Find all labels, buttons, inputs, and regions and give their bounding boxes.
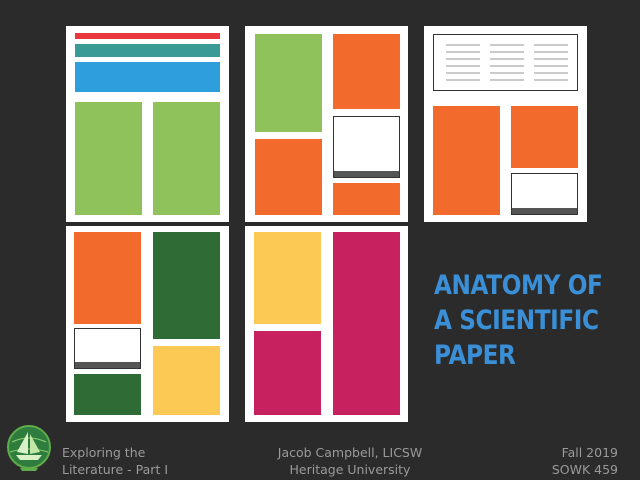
slide-title-line-2: A SCIENTIFIC bbox=[434, 305, 599, 336]
dark-green-block-bottom bbox=[74, 374, 141, 415]
slide-title-line-3: PAPER bbox=[434, 340, 516, 371]
layout-thumbnail-2 bbox=[245, 26, 408, 222]
layout-thumbnail-5 bbox=[245, 226, 408, 422]
orange-block-right bbox=[511, 106, 578, 168]
layout-thumbnail-1 bbox=[66, 26, 229, 222]
green-column-left bbox=[75, 102, 142, 215]
table-lines bbox=[446, 44, 568, 81]
footer-center-line-1: Jacob Campbell, LICSW bbox=[277, 445, 423, 460]
orange-block-bottom-right bbox=[333, 183, 400, 215]
orange-block-top bbox=[333, 34, 400, 109]
footer-left-line-2: Literature - Part I bbox=[62, 462, 168, 477]
yellow-block bbox=[153, 346, 220, 415]
figure-placeholder bbox=[333, 116, 400, 178]
footer-course-code: Fall 2019 SOWK 459 bbox=[552, 444, 618, 478]
orange-block-bottom-left bbox=[255, 139, 322, 215]
green-column-right bbox=[153, 102, 220, 215]
green-block bbox=[255, 34, 322, 132]
magenta-block-short bbox=[254, 331, 321, 415]
dark-green-block-top bbox=[153, 232, 220, 339]
footer-right-line-1: Fall 2019 bbox=[561, 445, 618, 460]
footer-right-line-2: SOWK 459 bbox=[551, 462, 618, 477]
footer-left-line-1: Exploring the bbox=[62, 445, 146, 460]
layout-thumbnail-4 bbox=[66, 226, 229, 422]
orange-block bbox=[74, 232, 141, 324]
footer-author: Jacob Campbell, LICSW Heritage Universit… bbox=[250, 444, 450, 478]
ship-globe-icon bbox=[6, 424, 52, 472]
layout-thumbnail-3 bbox=[424, 26, 587, 222]
orange-block-left bbox=[433, 106, 500, 215]
teal-band bbox=[75, 44, 220, 57]
red-band bbox=[75, 33, 220, 39]
figure-placeholder bbox=[74, 328, 141, 369]
figure-placeholder bbox=[511, 173, 578, 215]
footer-course-title: Exploring the Literature - Part I bbox=[62, 444, 168, 478]
slide-title-line-1: ANATOMY OF bbox=[434, 270, 603, 301]
yellow-block bbox=[254, 232, 321, 324]
blue-band bbox=[75, 62, 220, 92]
slide-title: ANATOMY OF A SCIENTIFIC PAPER bbox=[434, 268, 606, 373]
footer-center-line-2: Heritage University bbox=[289, 462, 411, 477]
magenta-block-tall bbox=[333, 232, 400, 415]
table-placeholder bbox=[433, 34, 578, 91]
